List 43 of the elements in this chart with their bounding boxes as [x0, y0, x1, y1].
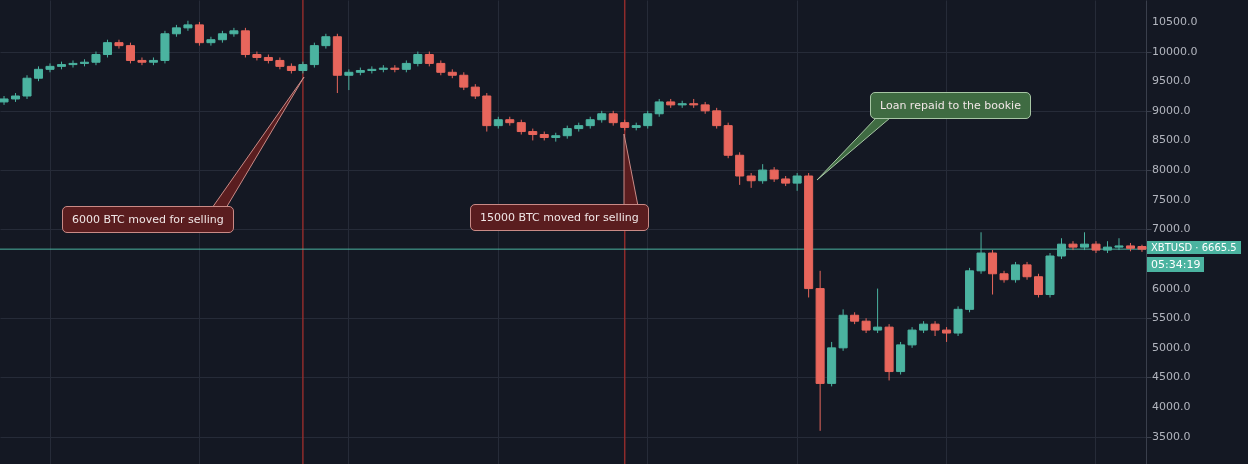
y-tick-label: 3500.0 [1152, 429, 1191, 443]
y-tick-label: 4000.0 [1152, 400, 1191, 414]
ref-line-label: XBTUSD · 6665.5 [1147, 241, 1241, 255]
candlestick [22, 74, 32, 100]
candlestick [194, 21, 204, 47]
candlestick [1011, 261, 1021, 284]
y-tick-label: 8500.0 [1152, 133, 1191, 147]
candlestick [988, 249, 998, 296]
y-tick-label: 4500.0 [1152, 370, 1191, 384]
candlestick [309, 42, 319, 69]
candlestick [125, 42, 135, 64]
y-tick-label: 8000.0 [1152, 163, 1191, 177]
annotation: Loan repaid to the bookie [870, 92, 1031, 119]
y-tick-label: 5500.0 [1152, 311, 1191, 325]
annotation: 6000 BTC moved for selling [62, 206, 234, 233]
candlestick [206, 36, 216, 47]
text: 05:34:19 [1147, 257, 1205, 273]
candlestick [344, 68, 354, 91]
candlestick [758, 163, 768, 185]
candlestick [953, 305, 963, 337]
candlestick [873, 288, 883, 334]
candlestick [137, 56, 147, 66]
candlestick [712, 107, 722, 130]
candlestick [45, 62, 55, 73]
y-tick-label: 7500.0 [1152, 192, 1191, 206]
candlestick [907, 326, 917, 349]
y-tick-label: 9000.0 [1152, 103, 1191, 117]
candlestick [930, 320, 940, 337]
y-tick-label: 6000.0 [1152, 281, 1191, 295]
y-tick-label: 10000.0 [1152, 44, 1198, 58]
y-tick-label: 10500.0 [1152, 14, 1198, 28]
annotation: 15000 BTC moved for selling [470, 204, 649, 231]
candlestick [240, 27, 250, 58]
candlestick [792, 172, 802, 192]
y-tick-label: 9500.0 [1152, 74, 1191, 88]
candlestick [229, 27, 239, 38]
candlestick [68, 59, 78, 69]
candlestick [114, 39, 124, 50]
y-tick-label: 7000.0 [1152, 222, 1191, 236]
candlestick [735, 151, 745, 186]
y-tick-label: 5000.0 [1152, 340, 1191, 354]
candlestick [183, 20, 193, 32]
candlestick [1034, 273, 1044, 298]
